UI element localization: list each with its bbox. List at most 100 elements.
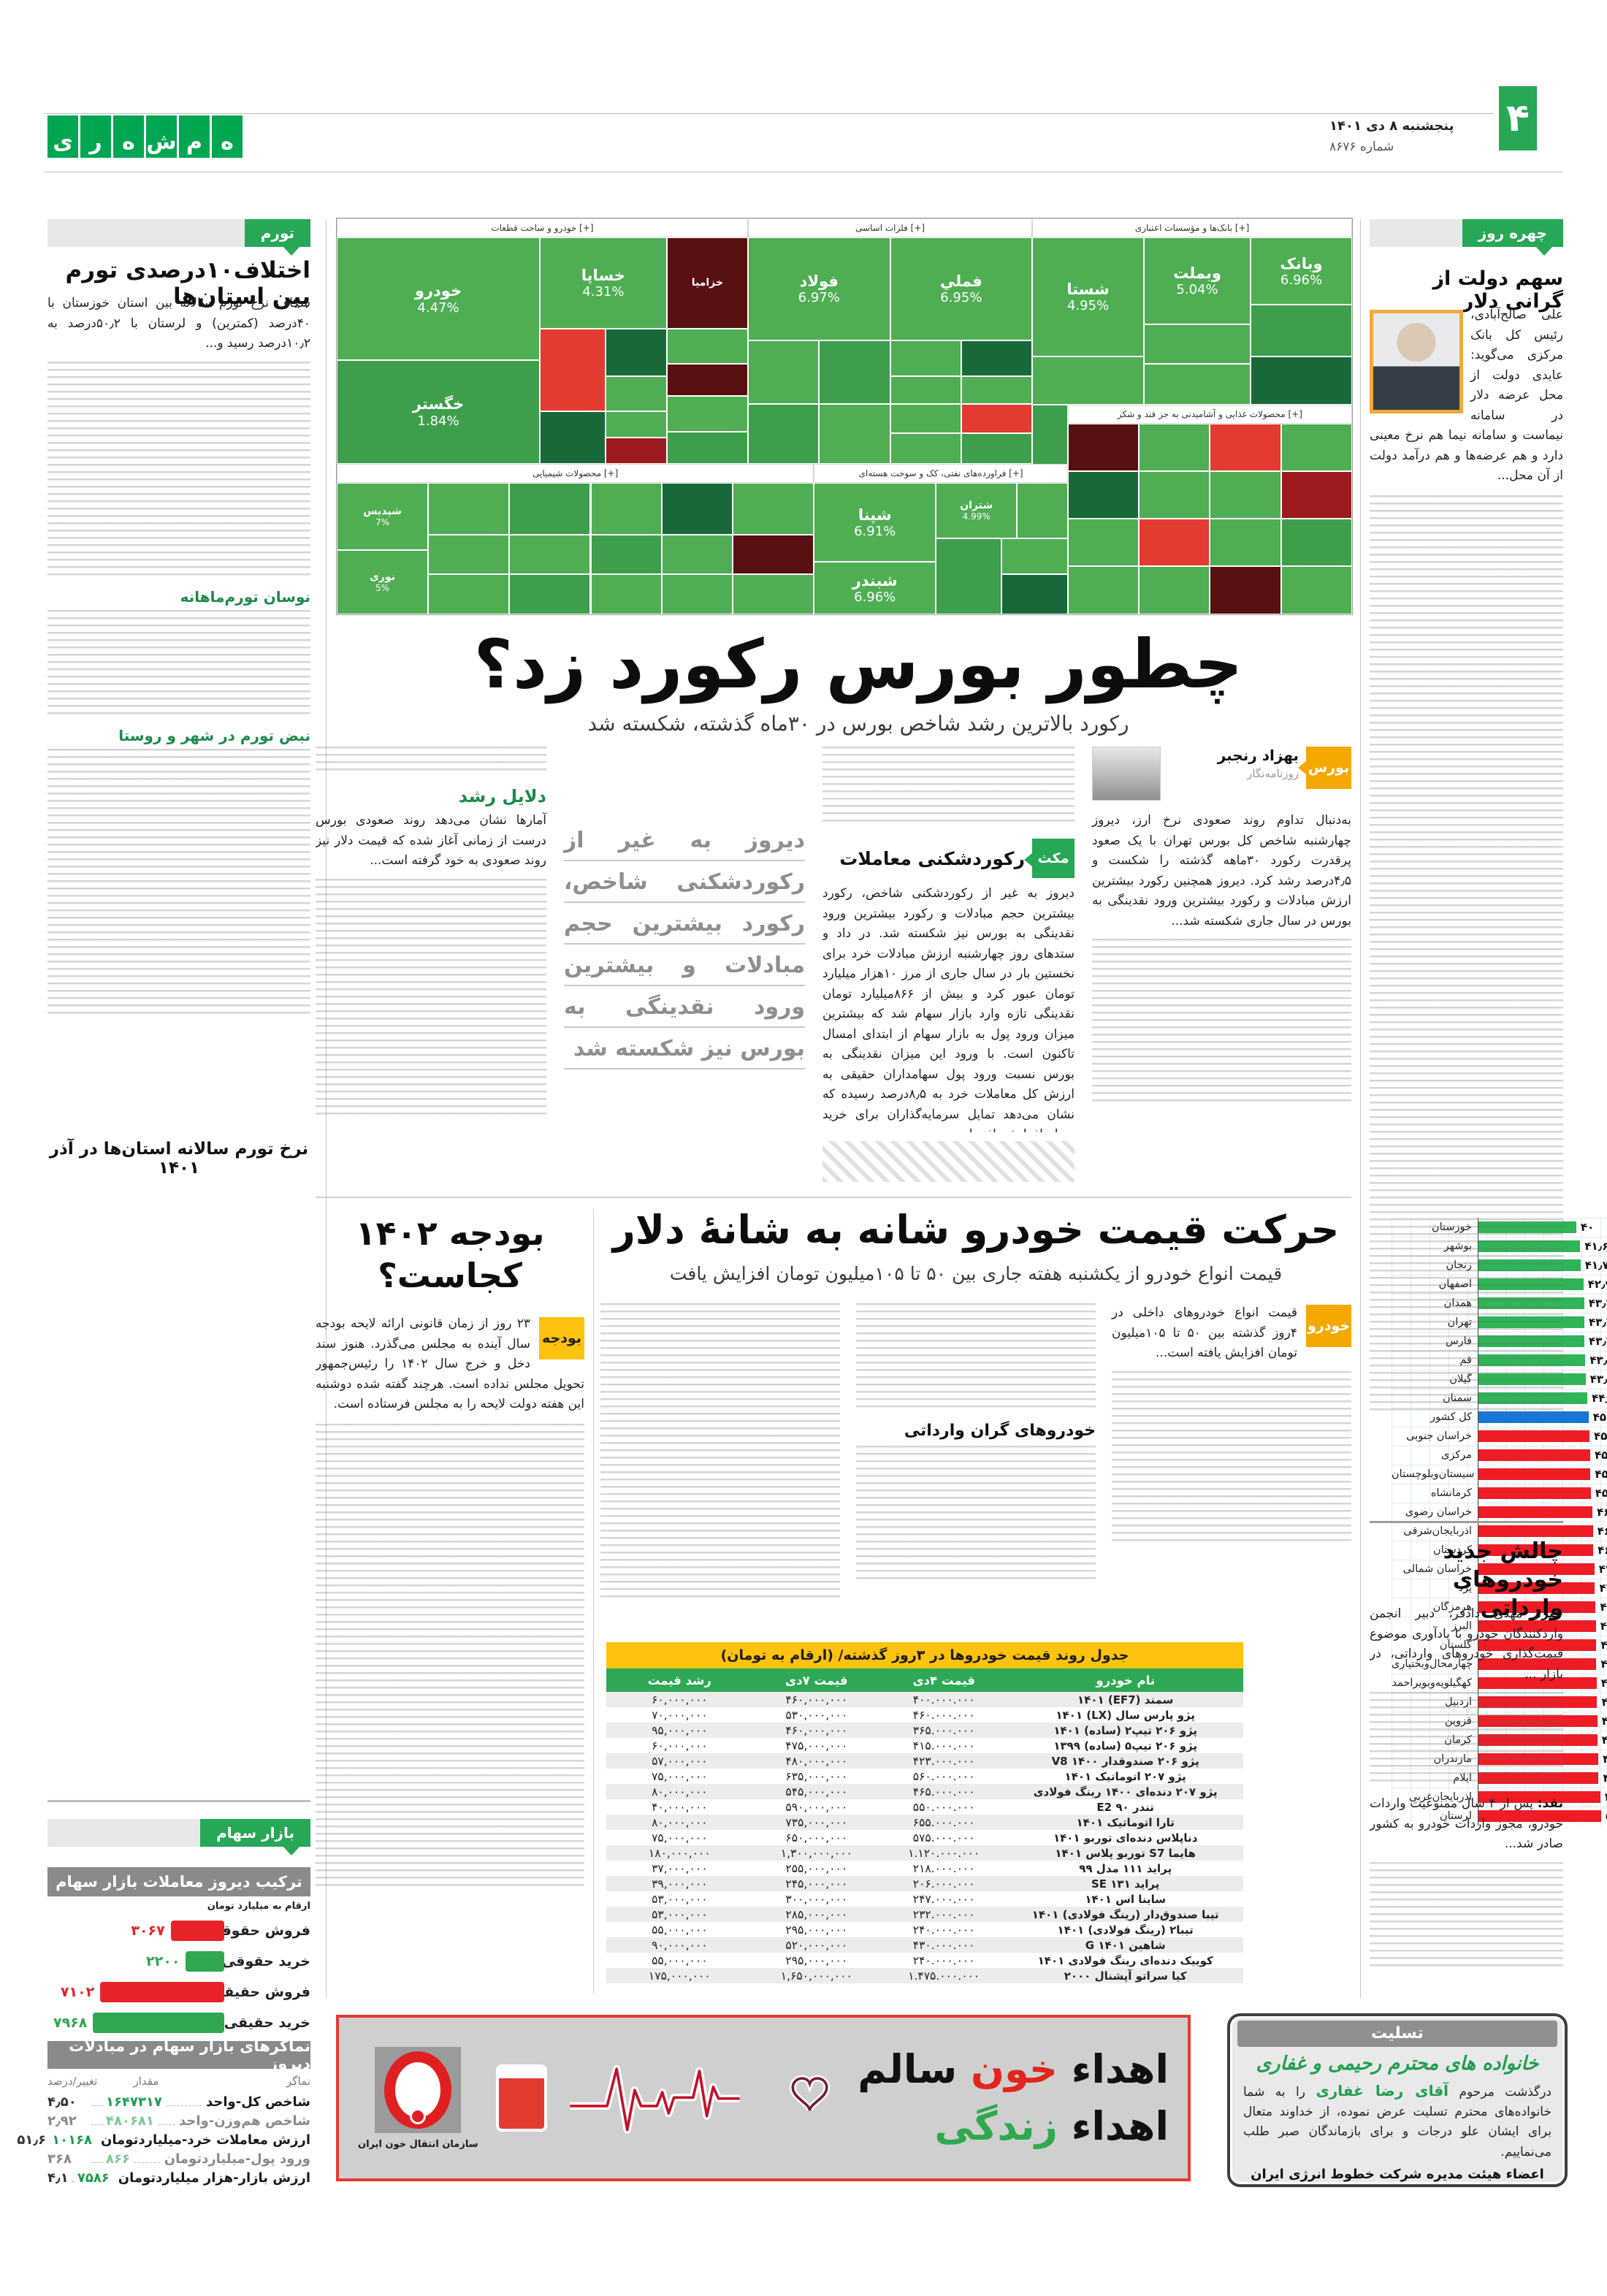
critique-lead-word: نقد: [1537,1796,1563,1812]
car-table-row: تندر ۹۰ E2 ۵۵۰.۰۰۰.۰۰۰ ۵۹۰,۰۰۰,۰۰۰ ۴۰,۰۰۰,۰… [606,1799,1243,1815]
text-placeholder [1370,1692,1563,1788]
car-price-day7: ۱,۳۰۰,۰۰۰,۰۰۰ [780,1846,852,1860]
inflation-value: ۴۳٫۸ [1589,1373,1607,1386]
car-name: هایما S7 توربو پلاس ۱۴۰۱ [1055,1846,1196,1860]
car-name: پراید ۱۳۱ SE [1091,1877,1160,1891]
column-divider-right [1360,219,1361,1998]
car-price-day4: ۲۴۰.۰۰۰.۰۰۰ [912,1953,975,1967]
chart-row: خراسان شمالی ۴۷٫۴ [1392,1560,1607,1579]
blood-word: سالم [858,2045,958,2092]
treemap-tile [961,340,1033,376]
car-price-growth: ۵۵,۰۰۰,۰۰۰ [652,1923,708,1937]
treemap-tile [1017,483,1068,538]
chart-row: گلستان ۴۸٫۲ [1392,1636,1607,1655]
blood-word: اهداء [1071,2045,1169,2092]
chart-row: هرمزگان ۴۷٫۹ [1392,1598,1607,1617]
treemap-tile [890,340,961,376]
byline-name: بهزاد رنجبر [1217,747,1299,764]
treemap-tile [661,483,733,535]
column-divider-mid [593,1209,594,1994]
inflation-value: ۴۲٫۹ [1587,1278,1607,1291]
tag-notch [1024,853,1032,866]
blood-org-name: سازمان انتقال خون ایران [358,2138,478,2150]
province-label: ایلام [1453,1772,1472,1784]
indicator-name: ورود پول-میلیاردتومان [164,2151,310,2167]
car-name: سمند (EF7) ۱۴۰۱ [1077,1693,1174,1706]
inflation-value: ۴۷٫۹ [1600,1601,1607,1614]
chart-row: مرکزی ۴۵٫۷ [1392,1446,1607,1465]
challenge-p2: نقد: پس از ۴ سال ممنوعیت واردات خودرو، م… [1370,1794,1563,1855]
inflation-value: ۴۶٫۹ [1598,1544,1607,1557]
composition-label: فروش حقیقی [210,1984,310,2000]
treemap-tile-change: 4.99% [962,511,990,522]
treemap-tile [1032,356,1145,405]
inflation-value: ۴۵ [1592,1411,1607,1424]
right-story-divider [1370,1521,1563,1523]
budget-tag: بودجه [539,1317,584,1359]
car-tag: خودرو [1306,1305,1351,1347]
composition-bar [186,1951,224,1972]
car-price-growth: ۱۸۰,۰۰۰,۰۰۰ [648,1846,711,1860]
tag-notch [1535,246,1553,256]
chart-row: ایلام ۴۹٫۱ [1392,1769,1607,1788]
official-portrait [1370,310,1463,413]
treemap-tile-symbol: فملي [940,272,982,290]
treemap-tile [509,573,591,614]
col-value: مقدار [133,2075,159,2088]
car-price-day4: ۲۱۸.۰۰۰.۰۰۰ [912,1861,975,1875]
composition-bar [93,2013,224,2033]
leader-line [158,2124,175,2125]
treemap-tile [1210,518,1281,566]
treemap-tile-symbol: شتران [960,499,993,511]
car-price-day7: ۲۵۵,۰۰۰,۰۰۰ [785,1861,848,1875]
car-price-growth: ۳۹,۰۰۰,۰۰۰ [652,1877,708,1891]
car-table-row: پژو ۲۰۶ تیپ۲ (ساده) ۱۴۰۱ ۳۶۵.۰۰۰.۰۰۰ ۴۶۰,۰… [606,1723,1243,1738]
inflation-bar [1478,1411,1589,1423]
treemap-tile [1144,364,1251,405]
text-placeholder [316,878,546,1120]
treemap-tile [936,538,1002,614]
text-placeholder [1370,495,1563,1416]
inflation-body: شکاف نرخ تورم سالانه بین استان خوزستان ب… [47,294,310,1126]
face-body: علی صالح‌آبادی، رئیس کل بانک مرکزی می‌گو… [1370,305,1563,1507]
composition-label: خرید حقیقی [224,2015,310,2031]
car-price-day7: ۵۹۰,۰۰۰,۰۰۰ [785,1800,848,1814]
province-label: خراسان شمالی [1402,1563,1472,1575]
chart-row: یزد ۴۷٫۶ [1392,1579,1607,1598]
indicator-name: ارزش بازار-هزار میلیاردتومان [118,2170,310,2186]
inflation-tag-label: تورم [260,224,294,242]
treemap-tile [733,573,814,614]
car-table-row: پراید ۱۱۱ مدل ۹۹ ۲۱۸.۰۰۰.۰۰۰ ۲۵۵,۰۰۰,۰۰۰ ۳۷… [606,1861,1243,1876]
inflation-value: ۴۸٫۶ [1601,1715,1607,1728]
treemap-sector-header: بانک‌ها و مؤسسات اعتباری [+] [1032,218,1352,238]
text-placeholder [1092,939,1351,1107]
treemap-tile [666,364,748,396]
treemap-tile-change: 4.47% [417,300,459,316]
treemap-tile-symbol: شپنا [858,506,892,524]
inflation-subhead-1: نوسان تورم‌ماهانه [180,587,310,606]
composition-row: خرید حقوقی ۲۲۰۰ [47,1946,310,1977]
car-price-day4: ۴۱۵.۰۰۰.۰۰۰ [912,1739,975,1752]
tag-notch [1298,761,1306,774]
treemap-tile-symbol: خودرو [414,282,462,300]
car-price-growth: ۷۵,۰۰۰,۰۰۰ [652,1769,708,1783]
treemap-tile [1251,305,1352,356]
composition-chart: فروش حقوقی ۳۰۶۷ خرید حقوقی ۲۲۰۰ فروش حقیقی ۷۱… [47,1915,310,2038]
composition-label: فروش حقوقی [208,1923,310,1939]
indicator-row: ورود پول-میلیاردتومان ۸۶۶ ۳۶۸ [47,2148,310,2167]
composition-title: ترکیب دیروز معاملات بازار سهام [47,1867,310,1896]
page-number: ۴ [1506,96,1530,140]
treemap-tile [509,483,591,535]
treemap-tile [606,328,667,376]
brand-letter: ه [212,115,243,158]
text-placeholder [600,1303,840,1603]
car-table-row: پژو ۲۰۶ صندوقدار V8 ۱۴۰۰ ۴۲۳.۰۰۰.۰۰۰ ۴۸۰,۰… [606,1753,1243,1769]
treemap-tile [961,403,1033,434]
car-price-growth: ۴۰,۰۰۰,۰۰۰ [652,1800,708,1814]
car-price-day7: ۷۳۵,۰۰۰,۰۰۰ [785,1815,848,1829]
chart-row: سمنان ۴۴٫۵ [1392,1389,1607,1408]
car-price-day4: ۴۲۳.۰۰۰.۰۰۰ [912,1754,975,1768]
blood-ad-line1: اهداء خون سالم [858,2041,1169,2098]
car-price-growth: ۳۷,۰۰۰,۰۰۰ [652,1861,708,1875]
inflation-value: ۴۹٫۸ [1605,1790,1607,1804]
